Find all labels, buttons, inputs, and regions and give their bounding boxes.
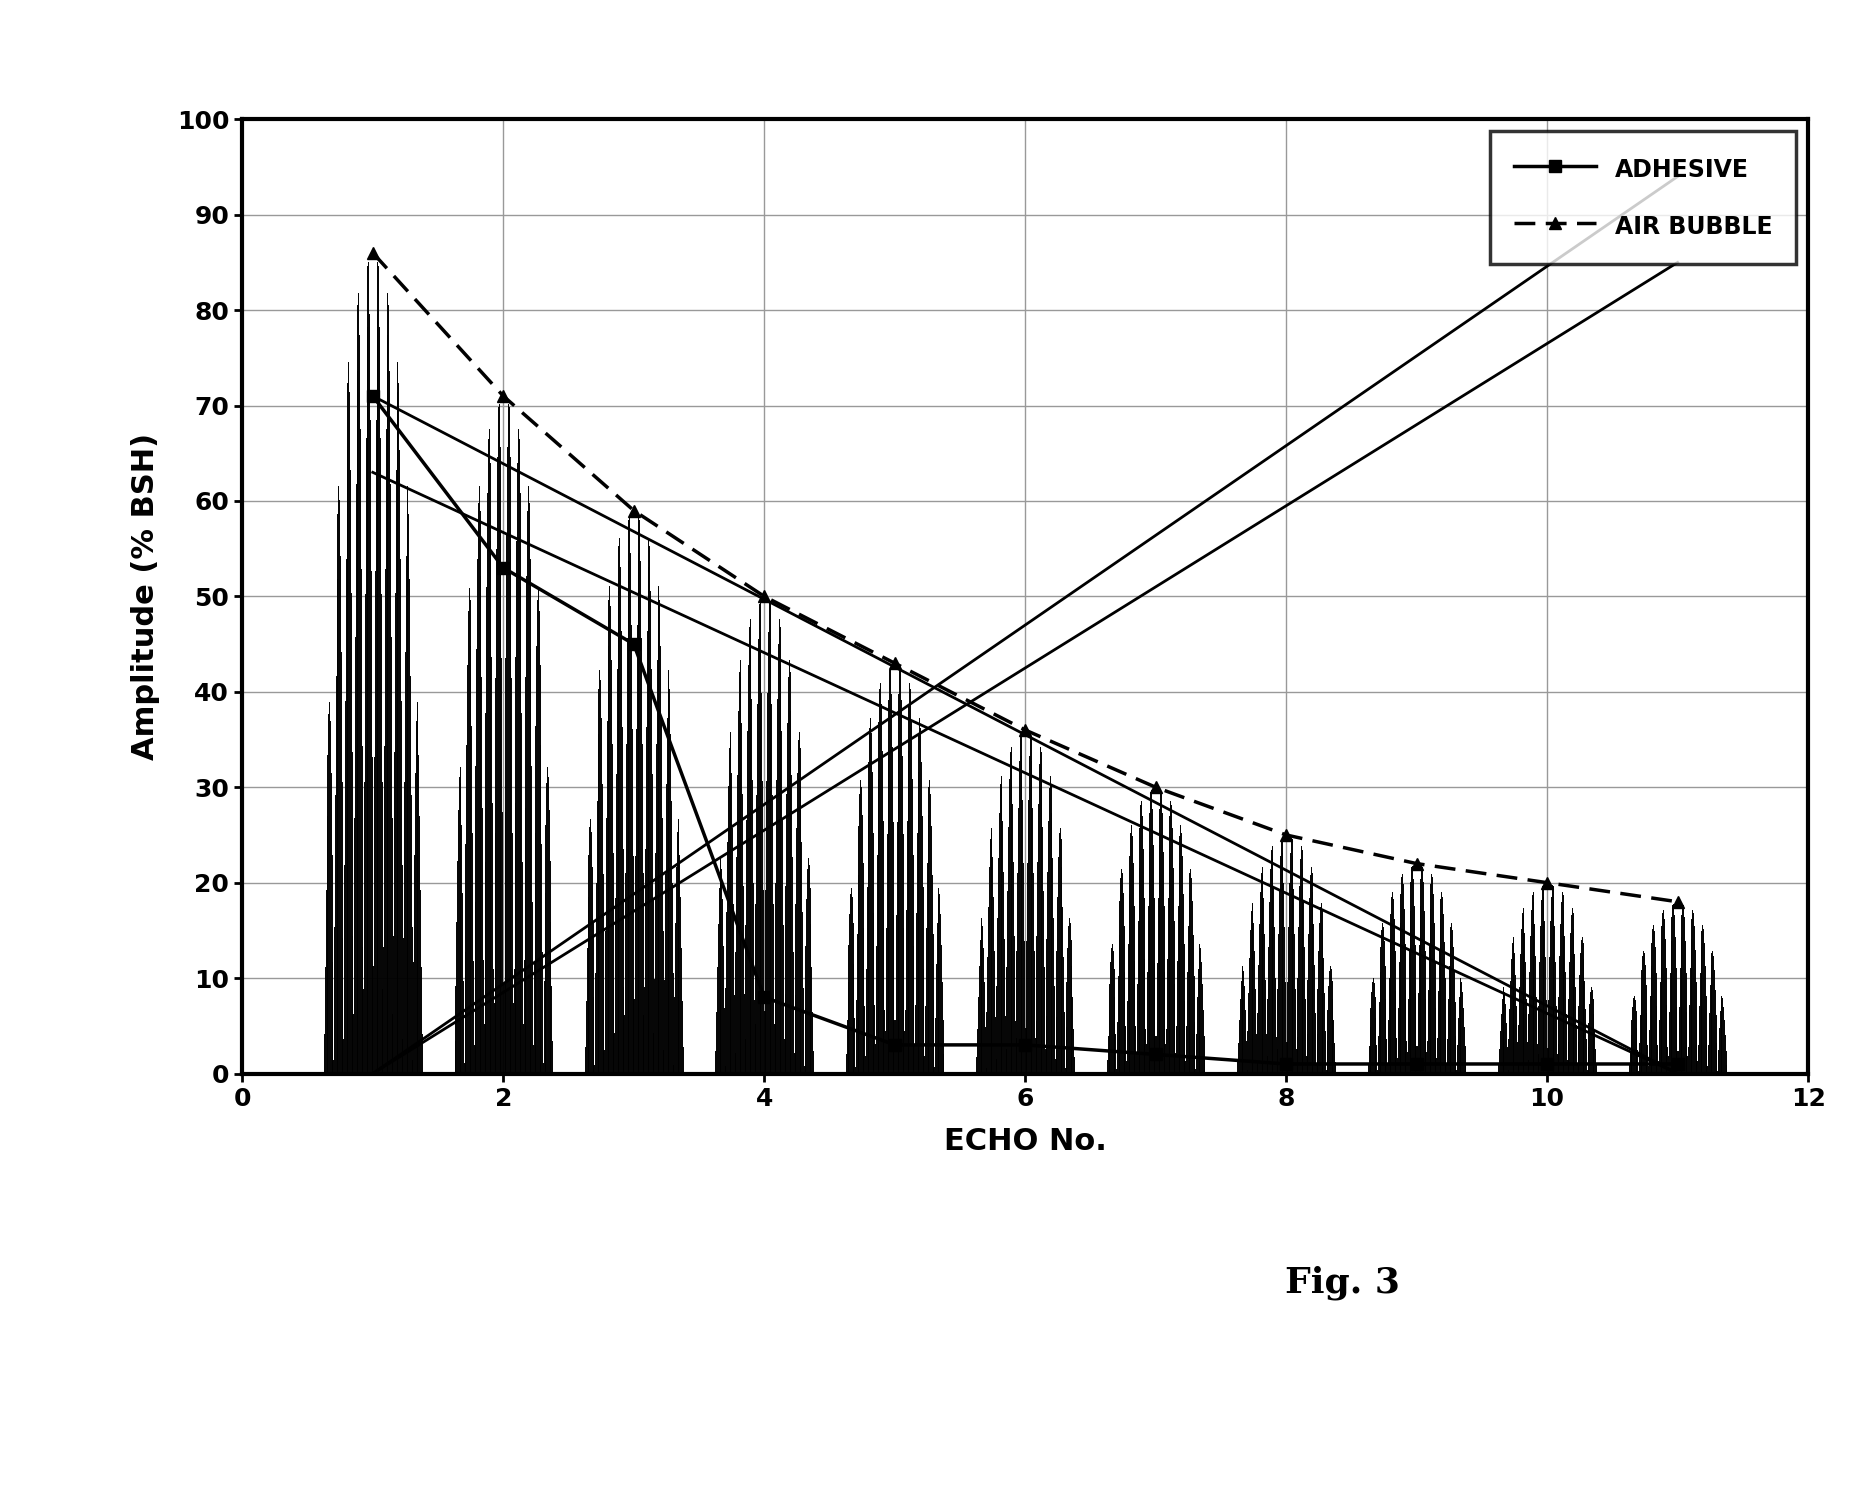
Y-axis label: Amplitude (% BSH): Amplitude (% BSH) [130, 432, 160, 760]
ADHESIVE [1536, 1056, 1558, 1074]
AIR BUBBLE [1275, 826, 1297, 844]
ADHESIVE [362, 388, 384, 406]
ADHESIVE [753, 989, 775, 1006]
ADHESIVE [1275, 1056, 1297, 1074]
AIR BUBBLE [1144, 778, 1167, 796]
ADHESIVE [623, 635, 645, 653]
ADHESIVE [1144, 1045, 1167, 1063]
Text: Fig. 3: Fig. 3 [1284, 1264, 1400, 1300]
ADHESIVE [492, 559, 514, 577]
ADHESIVE [884, 1036, 906, 1054]
AIR BUBBLE [1405, 854, 1428, 872]
ADHESIVE [1666, 1056, 1689, 1074]
AIR BUBBLE [1014, 722, 1036, 740]
AIR BUBBLE [753, 587, 775, 605]
X-axis label: ECHO No.: ECHO No. [943, 1127, 1107, 1157]
ADHESIVE [1405, 1056, 1428, 1074]
AIR BUBBLE [884, 655, 906, 672]
AIR BUBBLE [1536, 874, 1558, 892]
AIR BUBBLE [492, 388, 514, 406]
ADHESIVE [1014, 1036, 1036, 1054]
Line: ADHESIVE: ADHESIVE [367, 389, 1683, 1071]
AIR BUBBLE [1666, 893, 1689, 911]
AIR BUBBLE [623, 501, 645, 519]
Legend: ADHESIVE, AIR BUBBLE: ADHESIVE, AIR BUBBLE [1489, 131, 1797, 264]
AIR BUBBLE [362, 245, 384, 262]
Line: AIR BUBBLE: AIR BUBBLE [367, 246, 1683, 908]
